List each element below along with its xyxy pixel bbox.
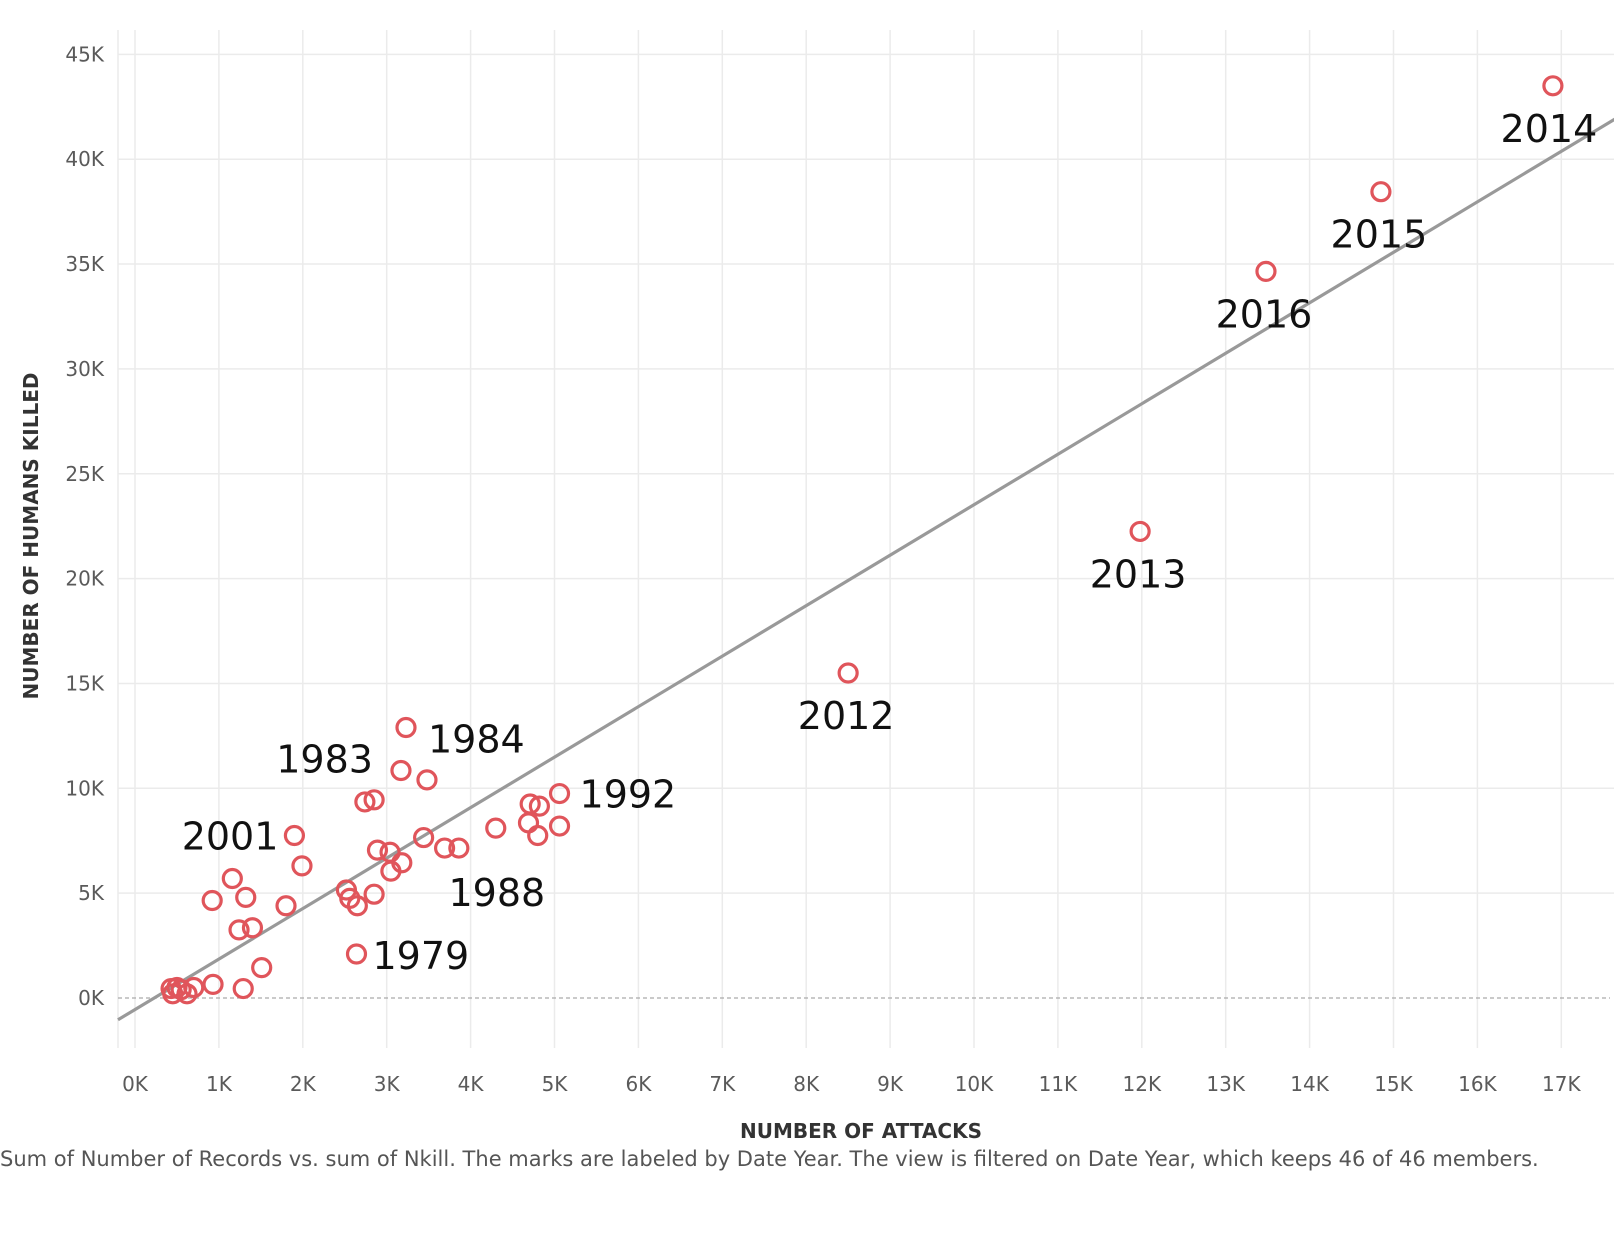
data-point (366, 839, 389, 861)
x-tick-label: 8K (793, 1072, 820, 1096)
x-tick-label: 1K (206, 1072, 233, 1096)
point-label-1979: 1979 (372, 934, 469, 978)
data-point (1542, 75, 1564, 97)
data-point (241, 917, 264, 939)
point-label-1992: 1992 (580, 773, 677, 817)
data-point (528, 795, 550, 817)
y-tick-label: 15K (65, 671, 104, 695)
data-point (413, 826, 435, 849)
point-labels: 2014 2015 2016 2013 2012 1984 1983 1992 2001 1988… (182, 107, 1598, 978)
x-tick-label: 0K (122, 1072, 149, 1096)
data-point (395, 716, 417, 739)
data-point (345, 943, 368, 965)
x-tick-label: 3K (374, 1072, 401, 1096)
data-point (235, 886, 257, 908)
point-label-2001: 2001 (182, 814, 279, 858)
data-point (448, 837, 470, 859)
data-point (1129, 520, 1151, 543)
point-label-1983: 1983 (276, 737, 373, 781)
data-point (416, 769, 438, 791)
point-label-1988: 1988 (448, 871, 545, 915)
data-point (228, 919, 250, 941)
point-label-2015: 2015 (1331, 213, 1428, 257)
data-point (221, 867, 243, 890)
x-tick-label: 2K (290, 1072, 317, 1096)
point-label-1984: 1984 (428, 717, 525, 761)
point-label-2013: 2013 (1090, 552, 1187, 596)
data-point (363, 883, 385, 905)
x-tick-label: 13K (1206, 1072, 1245, 1096)
data-point (548, 815, 571, 837)
trend-line-segment (117, 117, 1614, 1022)
x-tick-label: 10K (955, 1072, 994, 1096)
x-axis-title: NUMBER OF ATTACKS (740, 1119, 982, 1143)
data-point (1255, 260, 1277, 282)
x-tick-label: 12K (1123, 1072, 1162, 1096)
x-axis-ticks: 0K 1K 2K 3K 4K 5K 6K 7K 8K 9K 10K 11K 12K 13K 14K 15K 16… (122, 1072, 1581, 1096)
y-tick-label: 20K (65, 567, 104, 591)
x-tick-label: 11K (1039, 1072, 1078, 1096)
x-tick-label: 9K (877, 1072, 904, 1096)
data-point (433, 837, 456, 859)
data-point (291, 855, 313, 877)
x-tick-label: 16K (1458, 1072, 1497, 1096)
point-label-2012: 2012 (798, 694, 895, 738)
x-tick-label: 15K (1374, 1072, 1413, 1096)
data-point (346, 895, 368, 917)
y-tick-label: 30K (65, 357, 104, 381)
y-tick-label: 40K (65, 147, 104, 171)
x-tick-label: 5K (542, 1072, 569, 1096)
data-point (201, 889, 223, 912)
data-point (202, 973, 224, 995)
data-point (1370, 181, 1392, 203)
y-tick-label: 5K (78, 881, 105, 905)
data-point (275, 895, 297, 917)
x-tick-label: 6K (625, 1072, 652, 1096)
y-axis-title: NUMBER OF HUMANS KILLED (19, 373, 43, 700)
chart-caption: Sum of Number of Records vs. sum of Nkil… (0, 1147, 1539, 1171)
y-tick-label: 25K (65, 462, 104, 486)
data-point (527, 824, 549, 847)
data-point (232, 977, 254, 1000)
y-tick-label: 0K (78, 986, 105, 1010)
data-point (837, 662, 859, 684)
data-point (548, 782, 571, 805)
data-point (485, 817, 507, 839)
data-point (390, 759, 412, 782)
data-point (283, 824, 306, 847)
x-tick-label: 17K (1542, 1072, 1581, 1096)
data-point (517, 812, 540, 834)
y-tick-label: 10K (65, 776, 104, 800)
x-tick-label: 14K (1290, 1072, 1329, 1096)
y-tick-label: 45K (65, 42, 104, 66)
data-point (162, 983, 184, 1005)
y-axis-ticks: 0K 5K 10K 15K 20K 25K 30K 35K 40K 45K (65, 42, 104, 1010)
trend-line (117, 117, 1614, 1022)
point-label-2014: 2014 (1501, 107, 1598, 151)
data-point (176, 983, 198, 1005)
data-point (380, 860, 402, 882)
data-points (160, 75, 1564, 1005)
data-point (251, 956, 273, 979)
point-label-2016: 2016 (1216, 292, 1313, 336)
x-tick-label: 4K (458, 1072, 485, 1096)
y-tick-label: 35K (65, 252, 104, 276)
x-tick-label: 7K (709, 1072, 736, 1096)
data-point (363, 789, 385, 811)
data-point (354, 791, 376, 813)
